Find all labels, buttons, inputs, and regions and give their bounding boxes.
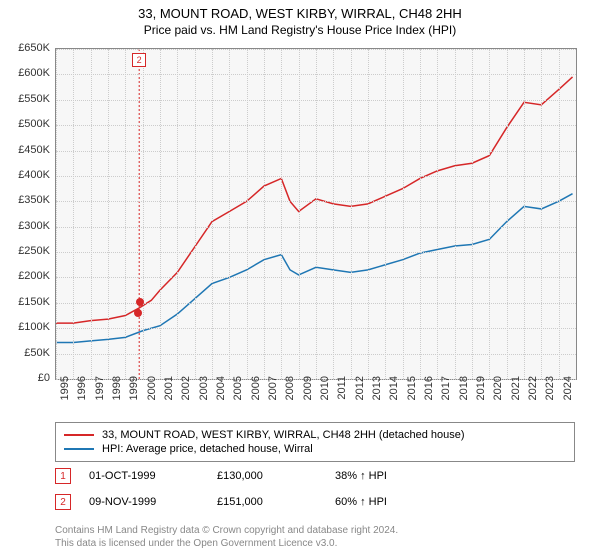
sale-record-row: 2 09-NOV-1999 £151,000 60% ↑ HPI bbox=[55, 494, 575, 510]
x-axis-label: 2011 bbox=[336, 376, 348, 416]
x-axis-label: 2019 bbox=[475, 376, 487, 416]
sale-point bbox=[134, 309, 142, 317]
x-axis-label: 2012 bbox=[354, 376, 366, 416]
x-axis-label: 2004 bbox=[215, 376, 227, 416]
x-axis-label: 2016 bbox=[423, 376, 435, 416]
x-axis-label: 2018 bbox=[458, 376, 470, 416]
sale-marker-icon: 2 bbox=[55, 494, 71, 510]
x-axis-label: 1999 bbox=[128, 376, 140, 416]
legend-swatch bbox=[64, 448, 94, 450]
y-axis-label: £400K bbox=[0, 169, 50, 181]
x-axis-label: 2006 bbox=[250, 376, 262, 416]
x-axis-label: 2023 bbox=[544, 376, 556, 416]
x-axis-label: 2009 bbox=[302, 376, 314, 416]
sale-marker-icon: 1 bbox=[55, 468, 71, 484]
x-axis-label: 2002 bbox=[180, 376, 192, 416]
sale-delta: 60% ↑ HPI bbox=[335, 496, 387, 508]
chart-subtitle: Price paid vs. HM Land Registry's House … bbox=[0, 23, 600, 37]
x-axis-label: 1998 bbox=[111, 376, 123, 416]
legend-label: HPI: Average price, detached house, Wirr… bbox=[102, 443, 313, 455]
x-axis-label: 2024 bbox=[562, 376, 574, 416]
y-axis-label: £200K bbox=[0, 270, 50, 282]
chart-title: 33, MOUNT ROAD, WEST KIRBY, WIRRAL, CH48… bbox=[0, 6, 600, 21]
x-axis-label: 2003 bbox=[198, 376, 210, 416]
legend-label: 33, MOUNT ROAD, WEST KIRBY, WIRRAL, CH48… bbox=[102, 429, 465, 441]
x-axis-label: 2000 bbox=[146, 376, 158, 416]
x-axis-label: 2015 bbox=[406, 376, 418, 416]
sale-date: 01-OCT-1999 bbox=[89, 470, 199, 482]
legend: 33, MOUNT ROAD, WEST KIRBY, WIRRAL, CH48… bbox=[55, 422, 575, 462]
x-axis-label: 2010 bbox=[319, 376, 331, 416]
y-axis-label: £650K bbox=[0, 42, 50, 54]
x-axis-label: 2014 bbox=[388, 376, 400, 416]
y-axis-label: £50K bbox=[0, 347, 50, 359]
legend-item: 33, MOUNT ROAD, WEST KIRBY, WIRRAL, CH48… bbox=[64, 429, 566, 441]
x-axis-label: 2008 bbox=[284, 376, 296, 416]
y-axis-label: £600K bbox=[0, 67, 50, 79]
sale-price: £151,000 bbox=[217, 496, 317, 508]
y-axis-label: £150K bbox=[0, 296, 50, 308]
x-axis-label: 2022 bbox=[527, 376, 539, 416]
legend-item: HPI: Average price, detached house, Wirr… bbox=[64, 443, 566, 455]
y-axis-label: £500K bbox=[0, 118, 50, 130]
x-axis-label: 2013 bbox=[371, 376, 383, 416]
sale-point bbox=[136, 298, 144, 306]
x-axis-label: 2021 bbox=[510, 376, 522, 416]
y-axis-label: £300K bbox=[0, 220, 50, 232]
sale-delta: 38% ↑ HPI bbox=[335, 470, 387, 482]
x-axis-label: 2020 bbox=[492, 376, 504, 416]
sale-price: £130,000 bbox=[217, 470, 317, 482]
y-axis-label: £0 bbox=[0, 372, 50, 384]
footnote: Contains HM Land Registry data © Crown c… bbox=[55, 524, 398, 550]
legend-swatch bbox=[64, 434, 94, 436]
y-axis-label: £450K bbox=[0, 144, 50, 156]
x-axis-label: 2001 bbox=[163, 376, 175, 416]
y-axis-label: £250K bbox=[0, 245, 50, 257]
y-axis-label: £350K bbox=[0, 194, 50, 206]
x-axis-label: 1997 bbox=[94, 376, 106, 416]
x-axis-label: 2017 bbox=[440, 376, 452, 416]
chart-title-block: 33, MOUNT ROAD, WEST KIRBY, WIRRAL, CH48… bbox=[0, 0, 600, 37]
y-axis-label: £550K bbox=[0, 93, 50, 105]
sale-date: 09-NOV-1999 bbox=[89, 496, 199, 508]
x-axis-label: 2005 bbox=[232, 376, 244, 416]
x-axis-label: 1995 bbox=[59, 376, 71, 416]
chart-plot-area: 2 bbox=[55, 48, 577, 380]
sale-record-row: 1 01-OCT-1999 £130,000 38% ↑ HPI bbox=[55, 468, 575, 484]
y-axis-label: £100K bbox=[0, 321, 50, 333]
sale-marker-box: 2 bbox=[132, 53, 146, 67]
x-axis-label: 2007 bbox=[267, 376, 279, 416]
x-axis-label: 1996 bbox=[76, 376, 88, 416]
